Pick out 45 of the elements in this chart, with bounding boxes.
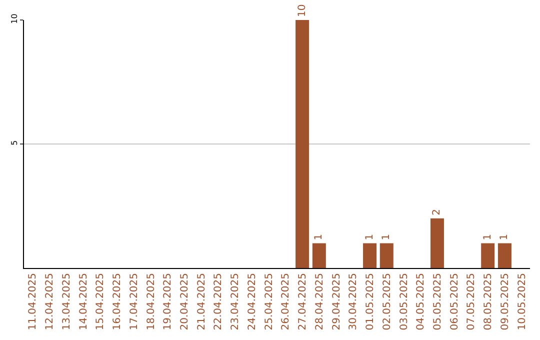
x-tick-label: 03.05.2025 bbox=[398, 273, 410, 330]
x-tick-label: 04.05.2025 bbox=[416, 273, 427, 330]
x-tick-label: 20.04.2025 bbox=[179, 273, 190, 330]
data-label: 1 bbox=[381, 234, 392, 240]
x-tick-label: 22.04.2025 bbox=[213, 273, 224, 330]
bar bbox=[498, 243, 512, 268]
x-tick-label: 06.05.2025 bbox=[449, 273, 460, 330]
x-tick-label: 29.04.2025 bbox=[331, 273, 342, 330]
x-tick-label: 14.04.2025 bbox=[78, 273, 90, 330]
x-tick-label: 15.04.2025 bbox=[95, 273, 106, 330]
x-tick-label: 08.05.2025 bbox=[483, 273, 494, 330]
x-tick-label: 17.04.2025 bbox=[128, 273, 140, 330]
x-tick-label: 10.05.2025 bbox=[516, 273, 528, 330]
x-tick-label: 19.04.2025 bbox=[162, 273, 174, 330]
x-tick-label: 07.05.2025 bbox=[466, 273, 478, 330]
x-tick-label: 13.04.2025 bbox=[61, 273, 72, 330]
y-tick-label: 5 bbox=[10, 140, 19, 146]
data-label: 2 bbox=[432, 209, 443, 216]
x-tick-label: 26.04.2025 bbox=[280, 273, 292, 330]
x-tick-label: 11.04.2025 bbox=[28, 273, 39, 330]
x-tick-label: 23.04.2025 bbox=[230, 273, 242, 330]
x-tick-label: 18.04.2025 bbox=[146, 273, 157, 330]
bar bbox=[430, 218, 444, 268]
x-tick-label: 21.04.2025 bbox=[196, 273, 208, 330]
x-tick-label: 12.04.2025 bbox=[44, 273, 56, 330]
x-tick-label: 28.04.2025 bbox=[314, 273, 326, 330]
bar bbox=[380, 243, 394, 268]
data-label: 10 bbox=[296, 4, 308, 17]
data-label: 1 bbox=[482, 234, 494, 240]
data-label: 1 bbox=[314, 234, 325, 240]
bar bbox=[312, 243, 326, 268]
x-tick-label: 05.05.2025 bbox=[432, 273, 444, 330]
data-label: 1 bbox=[364, 234, 376, 240]
x-tick-label: 02.05.2025 bbox=[382, 273, 393, 330]
x-tick-label: 09.05.2025 bbox=[500, 273, 511, 330]
x-tick-label: 24.04.2025 bbox=[246, 273, 258, 330]
x-tick-label: 30.04.2025 bbox=[348, 273, 360, 330]
x-tick-label: 16.04.2025 bbox=[112, 273, 124, 330]
data-label: 1 bbox=[499, 234, 510, 240]
x-tick-label: 25.04.2025 bbox=[264, 273, 275, 330]
bar bbox=[481, 243, 495, 268]
x-tick-label: 27.04.2025 bbox=[298, 273, 309, 330]
x-tick-label: 01.05.2025 bbox=[365, 273, 376, 330]
bar bbox=[296, 20, 310, 268]
bar bbox=[363, 243, 377, 268]
